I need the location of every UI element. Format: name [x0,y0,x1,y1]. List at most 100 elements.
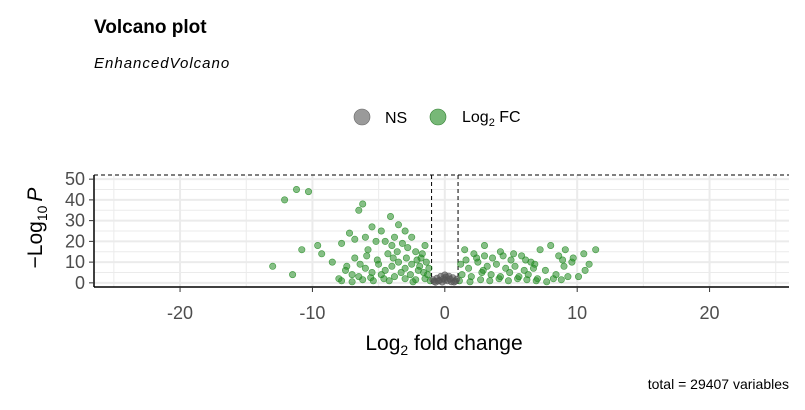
chart-subtitle: EnhancedVolcano [94,55,230,72]
fc-point [461,246,469,254]
fc-point [304,188,312,196]
fc-point [318,250,326,258]
fc-point [532,277,540,285]
fc-point [368,223,376,231]
fc-point [377,227,385,235]
fc-point [402,254,410,262]
fc-point [564,273,572,281]
fc-point [356,260,364,268]
fc-point [345,229,353,237]
fc-point [359,276,367,284]
fc-point [397,268,405,276]
y-axis-title: −Log10P [24,188,50,269]
fc-point [488,254,496,262]
fc-point [462,256,470,264]
fc-point [292,186,300,194]
chart-title: Volcano plot [94,17,207,38]
fc-point [511,262,519,270]
fc-point [486,277,494,285]
fc-point [495,275,503,283]
legend-fc-label-rest: FC [495,109,521,126]
fc-point [389,254,397,262]
fc-point [522,256,530,264]
fc-point [367,274,375,282]
fc-point [394,258,402,266]
fc-point [502,264,510,272]
legend-fc-label-base: Log [462,109,489,126]
fc-point [543,278,551,286]
fc-point [585,260,593,268]
fc-point [386,213,394,221]
fc-point [281,196,289,204]
caption: total = 29407 variables [648,376,789,392]
legend-ns-label: NS [385,110,407,127]
fc-point [541,266,549,274]
ns-point [450,278,458,286]
legend-fc-label: Log2 FC [462,109,521,129]
y-tick-label: 30 [65,211,85,231]
fc-point [328,258,336,266]
fc-point [406,271,414,279]
fc-point [465,264,473,272]
fc-point [480,252,488,260]
fc-point [359,200,367,208]
fc-point [477,276,485,284]
ns-points [429,271,461,286]
y-tick-label: 0 [75,273,85,293]
axes [93,175,789,288]
ns-point [431,278,439,286]
fc-point [473,254,481,262]
fc-point [416,262,424,270]
fc-point [504,277,512,285]
fc-point [412,248,420,256]
fc-point [421,242,429,250]
fc-point [335,275,343,283]
fc-point [492,260,500,268]
legend-ns-swatch [353,108,371,126]
fc-point [510,250,518,258]
fc-point [581,266,589,274]
fc-points [269,186,600,286]
fc-point [549,275,557,283]
fc-point [514,275,522,283]
fc-point [314,242,322,250]
x-tick-label: 10 [567,303,587,323]
y-tick-label: 10 [65,252,85,272]
x-tick-label: 0 [440,303,450,323]
y-tick-label: 40 [65,190,85,210]
x-tick-label: -20 [167,303,193,323]
fc-point [390,233,398,241]
fc-point [373,256,381,264]
fc-point [499,252,507,260]
fc-point [574,273,582,281]
fc-point [422,258,430,266]
fc-point [381,237,389,245]
fc-point [561,246,569,254]
legend: NS Log2 FC [353,108,521,129]
fc-point [289,271,297,279]
fc-point [592,246,600,254]
fc-point [487,271,495,279]
fc-point [355,206,363,214]
fc-point [364,246,372,254]
fc-point [390,273,398,281]
fc-point [372,237,380,245]
fc-point [413,256,421,264]
fc-point [338,239,346,247]
fc-point [523,276,531,284]
fc-point [418,250,426,258]
fc-point [536,246,544,254]
fc-point [377,271,385,279]
fc-point [401,275,409,283]
fc-point [408,233,416,241]
fc-point [363,252,371,260]
fc-point [557,276,565,284]
fc-point [466,278,474,286]
fc-point [384,250,392,258]
fc-point [506,268,514,276]
fc-point [401,264,409,272]
fc-point [457,260,465,268]
fc-point [409,278,417,286]
fc-point [401,227,409,235]
